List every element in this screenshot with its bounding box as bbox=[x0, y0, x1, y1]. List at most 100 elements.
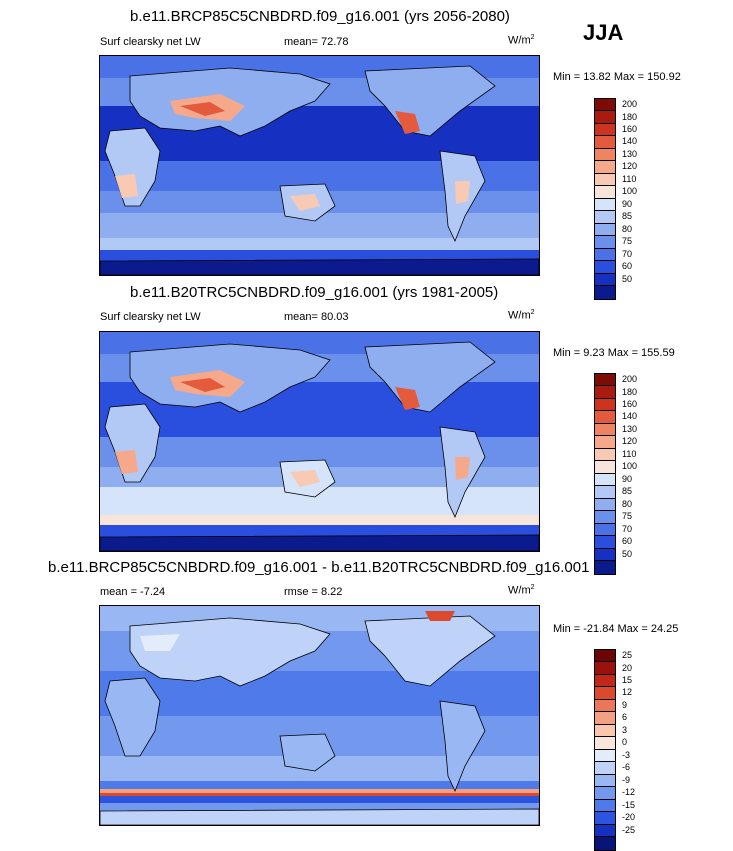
cbar2-tick: 70 bbox=[622, 523, 633, 534]
panel-1-map bbox=[99, 55, 540, 276]
cbar1-tick: 120 bbox=[622, 161, 638, 172]
cbar1-swatch bbox=[595, 136, 615, 149]
cbar1-swatch bbox=[595, 211, 615, 224]
cbar2-tick: 85 bbox=[622, 486, 633, 497]
cbar2-swatch bbox=[595, 461, 615, 474]
cbar2-tick: 180 bbox=[622, 386, 638, 397]
cbar3-tick: 3 bbox=[622, 724, 628, 735]
panel-2-units: W/m2 bbox=[508, 309, 535, 322]
panel-3-map bbox=[99, 605, 540, 826]
cbar3-tick: -6 bbox=[622, 762, 631, 773]
panel-1-mean: mean= 72.78 bbox=[284, 36, 349, 48]
cbar2-tick: 80 bbox=[622, 498, 633, 509]
panel-2-map bbox=[99, 331, 540, 552]
cbar1-swatch bbox=[595, 261, 615, 274]
cbar2-swatch bbox=[595, 523, 615, 537]
cbar1-swatch bbox=[595, 111, 615, 124]
panel-3-rmse: rmse = 8.22 bbox=[284, 586, 343, 598]
cbar3-tick: 6 bbox=[622, 712, 628, 723]
cbar2-tick: 60 bbox=[622, 536, 633, 547]
panel-1-colorbar bbox=[594, 98, 616, 300]
cbar1-tick: 75 bbox=[622, 236, 633, 247]
cbar1-swatch bbox=[595, 198, 615, 212]
cbar3-tick: -20 bbox=[622, 812, 636, 823]
cbar1-swatch bbox=[595, 186, 615, 199]
cbar1-swatch bbox=[595, 99, 615, 112]
cbar2-tick: 120 bbox=[622, 436, 638, 447]
cbar3-tick: 9 bbox=[622, 699, 628, 710]
cbar3-swatch bbox=[595, 737, 615, 750]
cbar3-swatch bbox=[595, 699, 615, 713]
cbar2-swatch bbox=[595, 398, 615, 412]
cbar3-swatch bbox=[595, 749, 615, 763]
cbar2-tick: 140 bbox=[622, 411, 638, 422]
panel-1-units: W/m2 bbox=[508, 34, 535, 47]
cbar2-tick: 160 bbox=[622, 399, 638, 409]
cbar2-swatch bbox=[595, 486, 615, 499]
cbar1-tick: 60 bbox=[622, 261, 633, 272]
cbar2-swatch bbox=[595, 374, 615, 387]
panel-3-title: b.e11.BRCP85C5CNBDRD.f09_g16.001 - b.e11… bbox=[48, 559, 590, 576]
cbar3-swatch bbox=[595, 650, 615, 663]
panel-2-minmax: Min = 9.23 Max = 155.59 bbox=[553, 347, 675, 359]
cbar2-swatch bbox=[595, 423, 615, 437]
cbar3-tick: -9 bbox=[622, 774, 631, 785]
cbar2-tick: 200 bbox=[622, 374, 638, 384]
cbar2-tick: 50 bbox=[622, 548, 633, 559]
cbar1-swatch bbox=[595, 123, 615, 137]
cbar1-swatch bbox=[595, 286, 615, 299]
cbar1-swatch bbox=[595, 273, 615, 287]
cbar2-tick: 90 bbox=[622, 473, 633, 484]
cbar3-swatch bbox=[595, 799, 615, 813]
cbar3-tick: 20 bbox=[622, 662, 633, 673]
cbar3-swatch bbox=[595, 837, 615, 850]
panel-3-colorbar bbox=[594, 649, 616, 851]
cbar3-tick: 15 bbox=[622, 675, 633, 685]
cbar2-swatch bbox=[595, 511, 615, 524]
cbar3-swatch bbox=[595, 724, 615, 738]
cbar1-swatch bbox=[595, 161, 615, 174]
cbar3-tick: 12 bbox=[622, 687, 633, 698]
cbar3-swatch bbox=[595, 687, 615, 700]
panel-3-mean: mean = -7.24 bbox=[100, 586, 166, 598]
cbar2-swatch bbox=[595, 436, 615, 449]
panel-3-minmax: Min = -21.84 Max = 24.25 bbox=[553, 623, 679, 635]
cbar2-swatch bbox=[595, 536, 615, 549]
cbar2-tick: 100 bbox=[622, 461, 638, 472]
panel-2-mean: mean= 80.03 bbox=[284, 311, 349, 323]
cbar2-swatch bbox=[595, 548, 615, 562]
cbar3-tick: -12 bbox=[622, 787, 636, 798]
panel-1-title: b.e11.BRCP85C5CNBDRD.f09_g16.001 (yrs 20… bbox=[130, 8, 510, 25]
cbar3-swatch bbox=[595, 712, 615, 725]
cbar2-swatch bbox=[595, 411, 615, 424]
cbar3-swatch bbox=[595, 812, 615, 825]
cbar1-tick: 50 bbox=[622, 273, 633, 284]
season-label: JJA bbox=[583, 20, 624, 45]
cbar2-tick: 110 bbox=[622, 448, 637, 459]
cbar3-swatch bbox=[595, 674, 615, 688]
cbar3-tick: -3 bbox=[622, 749, 631, 760]
cbar1-tick: 90 bbox=[622, 198, 633, 209]
panel-2-title: b.e11.B20TRC5CNBDRD.f09_g16.001 (yrs 198… bbox=[130, 284, 499, 301]
panel-1-minmax: Min = 13.82 Max = 150.92 bbox=[553, 71, 681, 83]
cbar1-tick: 160 bbox=[622, 124, 638, 134]
cbar3-swatch bbox=[595, 774, 615, 788]
cbar2-swatch bbox=[595, 448, 615, 462]
cbar1-swatch bbox=[595, 223, 615, 237]
panel-3-units: W/m2 bbox=[508, 584, 535, 597]
cbar1-swatch bbox=[595, 173, 615, 187]
panel-2-left-label: Surf clearsky net LW bbox=[100, 311, 201, 323]
cbar1-tick: 100 bbox=[622, 186, 638, 197]
cbar3-tick: -15 bbox=[622, 799, 636, 810]
cbar1-swatch bbox=[595, 148, 615, 162]
cbar2-swatch bbox=[595, 386, 615, 399]
cbar1-swatch bbox=[595, 248, 615, 262]
cbar2-tick: 130 bbox=[622, 423, 638, 434]
cbar3-swatch bbox=[595, 787, 615, 800]
panel-1-left-label: Surf clearsky net LW bbox=[100, 36, 201, 48]
cbar2-swatch bbox=[595, 473, 615, 487]
cbar2-tick: 75 bbox=[622, 511, 633, 522]
cbar3-tick: 25 bbox=[622, 650, 633, 660]
cbar1-tick: 80 bbox=[622, 223, 633, 234]
cbar1-tick: 85 bbox=[622, 211, 633, 222]
